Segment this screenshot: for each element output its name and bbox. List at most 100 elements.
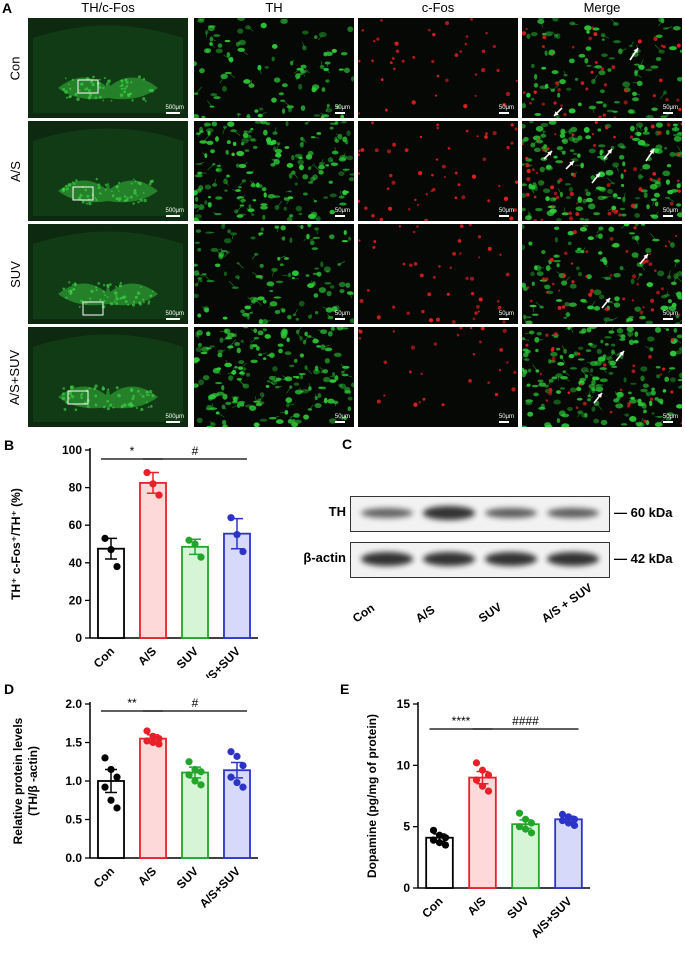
micrograph-panel: 500μm (28, 224, 188, 324)
bar (469, 778, 496, 888)
row-label-text: Con (8, 56, 23, 80)
data-point (430, 827, 437, 834)
blot-lane-label: A/S (413, 603, 437, 626)
bar (182, 547, 208, 638)
y-tick-label: 2.0 (65, 697, 82, 711)
data-point (155, 492, 162, 499)
data-point (191, 777, 198, 784)
scale-bar-label: 50μm (663, 414, 678, 420)
y-tick-label: 15 (397, 697, 411, 711)
y-tick-label: 0 (403, 881, 410, 895)
panel-a-label: A (2, 0, 12, 16)
data-point (485, 787, 492, 794)
x-tick-label: Con (91, 644, 117, 670)
data-point (239, 548, 246, 555)
row-label: A/S+SUV (4, 327, 26, 427)
data-point (101, 535, 108, 542)
row-label: Con (4, 18, 26, 118)
scale-bar-line (335, 112, 345, 114)
scale-bar-label: 50μm (499, 208, 514, 214)
y-tick-label: 5 (403, 820, 410, 834)
blot-band (361, 552, 413, 566)
micrograph-panel: 500μm (28, 18, 188, 118)
micrograph-panel: 50μm (194, 18, 354, 118)
micrograph-panel: 50μm (358, 327, 518, 427)
blot-band (485, 508, 537, 519)
blot-lane-label: SUV (476, 600, 504, 626)
significance-mark: # (192, 444, 199, 458)
scale-bar: 50μm (335, 311, 350, 320)
data-point (485, 772, 492, 779)
y-tick-label: 20 (69, 593, 83, 607)
x-tick-label: SUV (174, 644, 201, 671)
x-tick-label: A/S+SUV (528, 894, 574, 940)
data-point (479, 767, 486, 774)
data-point (442, 834, 449, 841)
scale-bar: 50μm (663, 311, 678, 320)
micrograph-panel: 500μm (28, 327, 188, 427)
row-label-text: A/S (8, 161, 23, 182)
x-tick-label: Con (419, 894, 445, 920)
scale-bar: 50μm (663, 414, 678, 423)
bar (98, 549, 124, 638)
data-point (185, 758, 192, 765)
y-axis-label: (TH/β -actin) (26, 746, 40, 816)
y-tick-label: 0.0 (65, 851, 82, 865)
data-point (197, 781, 204, 788)
significance-mark: **** (452, 714, 471, 728)
x-tick-label: A/S (465, 894, 489, 918)
data-point (113, 774, 120, 781)
data-point (233, 753, 240, 760)
x-tick-label: SUV (504, 894, 531, 921)
scale-bar-label: 50μm (663, 105, 678, 111)
data-point (191, 540, 198, 547)
y-tick-label: 40 (69, 556, 83, 570)
data-point (113, 563, 120, 570)
blot-strip (350, 496, 610, 532)
data-point (107, 546, 114, 553)
significance-mark: # (192, 696, 199, 710)
bar (140, 483, 166, 638)
scale-bar: 50μm (499, 105, 514, 114)
data-point (101, 754, 108, 761)
y-tick-label: 1.5 (65, 736, 82, 750)
data-point (522, 816, 529, 823)
column-heading: TH (194, 0, 354, 15)
data-point (227, 748, 234, 755)
scale-bar: 500μm (166, 208, 184, 217)
scale-bar-line (335, 215, 345, 217)
scale-bar-label: 50μm (499, 105, 514, 111)
y-tick-label: 60 (69, 518, 83, 532)
y-axis-label: TH⁺ c-Fos⁺/TH⁺ (%) (9, 488, 23, 600)
scale-bar-line (499, 215, 509, 217)
data-point (101, 784, 108, 791)
scale-bar-line (335, 421, 345, 423)
scale-bar-label: 50μm (335, 311, 350, 317)
scale-bar-line (499, 112, 509, 114)
column-heading: TH/c-Fos (28, 0, 188, 15)
scale-bar: 50μm (499, 414, 514, 423)
data-point (143, 727, 150, 734)
data-point (442, 841, 449, 848)
blot-band (423, 506, 475, 520)
data-point (197, 768, 204, 775)
scale-bar: 50μm (499, 311, 514, 320)
data-point (522, 826, 529, 833)
significance-mark: * (130, 444, 135, 458)
blot-band (547, 508, 599, 519)
micrograph-panel: 50μm (194, 327, 354, 427)
micrograph-panel: 50μm (522, 224, 682, 324)
row-label: SUV (4, 224, 26, 324)
data-point (571, 822, 578, 829)
significance-mark: ** (127, 696, 137, 710)
scale-bar-label: 50μm (335, 105, 350, 111)
micrograph-panel: 50μm (522, 327, 682, 427)
scale-bar-line (166, 112, 180, 114)
scale-bar: 50μm (335, 414, 350, 423)
scale-bar-line (166, 421, 180, 423)
y-tick-label: 10 (397, 758, 411, 772)
x-tick-label: Con (91, 864, 117, 890)
